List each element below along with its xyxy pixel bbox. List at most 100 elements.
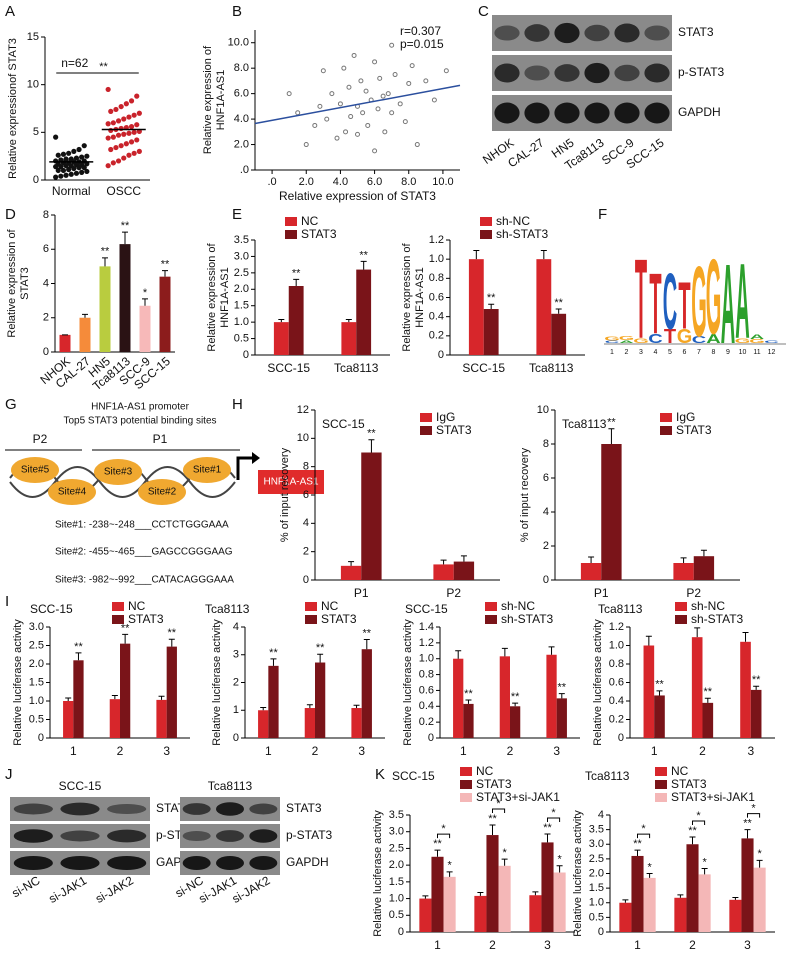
bar [541, 842, 554, 932]
dot [121, 116, 127, 122]
x-tick-label: OSCC [106, 184, 141, 198]
legend-label: sh-STAT3 [691, 612, 744, 626]
dot [81, 165, 87, 171]
significance-label: * [757, 848, 762, 860]
y-axis-label: Relative expression of [202, 45, 214, 154]
point [377, 75, 383, 81]
point [397, 101, 403, 107]
annotation: ** [99, 61, 108, 73]
bar [536, 259, 552, 355]
blot-band [554, 22, 580, 44]
y-axis-label: STAT3 [19, 267, 31, 300]
logo-letter: T [664, 326, 676, 348]
error-bar [689, 836, 696, 845]
y-tick-label: 8 [43, 209, 49, 221]
y-tick-label: 4 [543, 506, 549, 518]
dot [55, 152, 61, 158]
blot-lane-label: si-JAK2 [93, 873, 136, 906]
site-label: Site#5 [21, 465, 50, 476]
error-bar [102, 257, 108, 267]
error-bar [488, 303, 495, 309]
point [392, 72, 398, 78]
blot-row-label: STAT3 [286, 801, 322, 815]
comparison-bracket [547, 817, 561, 823]
dot [128, 98, 135, 104]
blot-band [13, 803, 53, 815]
dot [73, 155, 80, 161]
y-tick-label: 3.0 [389, 826, 404, 838]
error-bar [434, 849, 441, 857]
dot [66, 166, 72, 173]
point [320, 68, 326, 74]
error-bar [555, 308, 562, 314]
significance-label: ** [121, 220, 130, 232]
site-label: Site#1 [193, 465, 222, 476]
blot-band [249, 803, 278, 815]
point [406, 80, 412, 86]
significance-label: ** [367, 428, 376, 440]
bar [139, 305, 151, 352]
binding-site [48, 479, 96, 505]
y-tick-label: 0.2 [419, 716, 434, 728]
site-sequence: Site#1: -238~-248___CCTCTGGGAAA [55, 520, 229, 531]
binding-site [11, 457, 59, 483]
y-tick-label: 0 [598, 926, 604, 938]
blot-band [584, 62, 610, 84]
x-tick-label: 2 [117, 744, 124, 758]
logo-position: 3 [639, 349, 643, 356]
blot-lane-label: si-JAK2 [230, 873, 273, 906]
logo-letter: G [691, 247, 707, 358]
x-tick-label: 1 [460, 744, 467, 758]
y-tick-label: 2.0 [389, 859, 404, 871]
y-tick-label: 4.0 [234, 113, 249, 125]
dot [66, 150, 72, 156]
error-bar [473, 250, 480, 260]
dot [63, 163, 69, 169]
blot-band [107, 803, 147, 815]
y-tick-label: 1.0 [234, 316, 249, 328]
x-tick-label: Tca8113 [529, 361, 574, 375]
error-bar [270, 658, 277, 666]
error-bar [168, 638, 175, 647]
panel-label: G [5, 396, 17, 413]
error-bar [512, 702, 519, 707]
significance-label: ** [292, 267, 301, 279]
error-bar [260, 706, 267, 711]
error-bar [440, 559, 447, 565]
significance-label: ** [121, 622, 130, 634]
significance-label: * [502, 847, 507, 859]
bar [486, 835, 499, 932]
x-tick-label: 1 [434, 938, 441, 952]
x-tick-label: 6.0 [367, 176, 382, 188]
dot [123, 141, 129, 147]
bar [63, 701, 74, 738]
y-tick-label: 1.0 [389, 892, 404, 904]
error-bar [122, 633, 129, 644]
bar [156, 699, 167, 738]
bar [120, 643, 131, 738]
panel-label: K [375, 766, 385, 783]
bar [510, 706, 521, 738]
bar [340, 565, 362, 580]
dot [110, 134, 116, 140]
blot-band [614, 64, 640, 82]
dot [134, 137, 140, 143]
error-bar [317, 653, 324, 663]
logo-letter: T [678, 269, 690, 344]
error-bar [306, 704, 313, 709]
y-tick-label: 1.5 [589, 882, 604, 894]
legend-label: STAT3 [676, 423, 712, 437]
significance-label: * [143, 287, 148, 299]
significance-label: * [557, 854, 562, 866]
blot-row-label: p-STAT3 [678, 65, 725, 79]
dot [53, 134, 59, 140]
significance-label: ** [161, 259, 170, 271]
diagram-subtitle: Top5 STAT3 potential binding sites [63, 416, 216, 427]
significance-label: ** [633, 838, 642, 850]
site-label: Site#3 [104, 467, 133, 478]
logo-letter: A [750, 334, 765, 341]
error-bar [680, 557, 687, 563]
dot [105, 135, 111, 141]
error-bar [756, 859, 763, 868]
bar [258, 710, 269, 738]
